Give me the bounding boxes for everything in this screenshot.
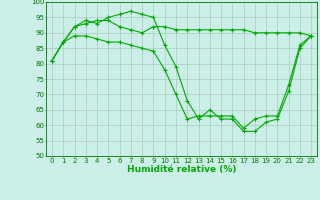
X-axis label: Humidité relative (%): Humidité relative (%) bbox=[127, 165, 236, 174]
